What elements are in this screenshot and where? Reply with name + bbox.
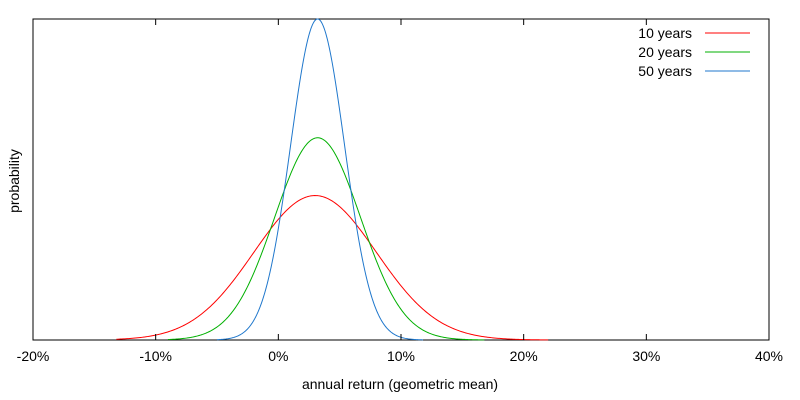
x-tick-label: 0% [268, 348, 288, 364]
x-tick-label: 20% [510, 348, 538, 364]
legend: 10 years 20 years 50 years [638, 25, 750, 79]
legend-label: 20 years [638, 44, 692, 60]
legend-label: 50 years [638, 63, 692, 79]
x-axis-title: annual return (geometric mean) [302, 376, 498, 392]
series-line-1 [116, 195, 549, 341]
series-line-2 [167, 137, 485, 341]
x-tick-label: -10% [139, 348, 172, 364]
y-axis-title: probability [6, 149, 22, 213]
legend-label: 10 years [638, 25, 692, 41]
x-tick-label: 10% [387, 348, 415, 364]
x-tick-label: 30% [632, 348, 660, 364]
series-line-3 [216, 18, 424, 341]
x-axis-ticks: -20% -10% 0% 10% 20% 30% 40% [17, 19, 783, 364]
x-tick-label: -20% [17, 348, 50, 364]
x-tick-label: 40% [755, 348, 783, 364]
series-layer [116, 18, 549, 341]
